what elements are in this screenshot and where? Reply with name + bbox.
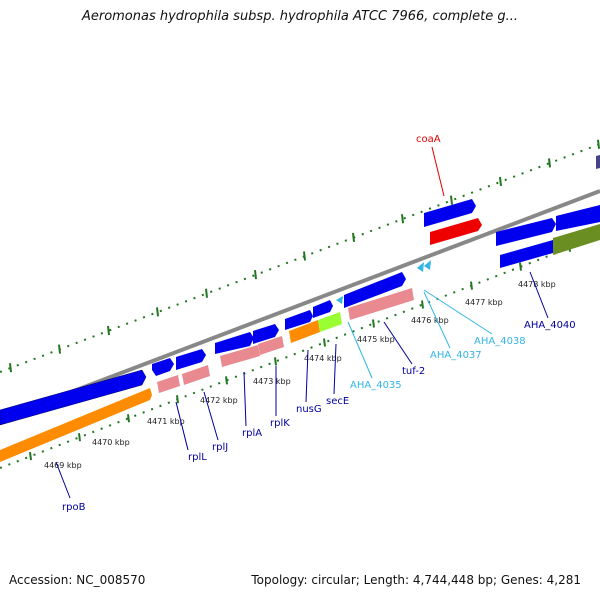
inner-tick	[421, 300, 424, 309]
outer-tick	[450, 195, 453, 205]
aha4040-cds-a[interactable]	[496, 218, 556, 246]
aha4040-label[interactable]: AHA_4040	[524, 320, 576, 331]
nusG-label[interactable]: nusG	[296, 404, 322, 415]
right-edge-cds[interactable]	[556, 205, 600, 231]
tuf2-cds[interactable]	[344, 272, 406, 308]
rplL-leader-line	[175, 401, 189, 451]
outer-tick	[352, 232, 355, 242]
inner-tick	[323, 338, 326, 347]
coaA-leader-line	[431, 146, 445, 197]
inner-tick	[225, 376, 228, 385]
inner-tick	[127, 414, 130, 423]
gene-label-leaders	[55, 146, 549, 499]
rplJ-leader-line	[203, 391, 219, 441]
inner-tick	[519, 262, 522, 271]
outer-tick	[303, 251, 306, 261]
outer-tick	[205, 288, 208, 298]
rplA-rna[interactable]	[220, 345, 260, 367]
rplL-rna[interactable]	[157, 375, 180, 393]
outer-tick	[156, 307, 159, 317]
secE-leader-line	[333, 343, 337, 395]
aha4040-leader-line	[529, 271, 549, 319]
tuf2-label[interactable]: tuf-2	[402, 366, 425, 377]
top-right-feature[interactable]	[596, 155, 600, 169]
map-title: Aeromonas hydrophila subsp. hydrophila A…	[81, 9, 519, 24]
inner-tick	[372, 319, 375, 328]
rplL-cds[interactable]	[152, 358, 174, 376]
secE-label[interactable]: secE	[326, 396, 349, 407]
outer-tick	[548, 158, 551, 168]
inner-tick	[176, 395, 179, 404]
secE-lime-feature[interactable]	[318, 312, 342, 332]
gene-labels: rpoB rplL rplJ rplA rplK nusG secEAHA_4035tuf-…	[62, 134, 576, 513]
tick-label: 4476 kbp	[411, 316, 449, 325]
aha4037-leader-line	[423, 291, 451, 349]
tick-label: 4473 kbp	[253, 377, 291, 386]
rplJ-rna[interactable]	[182, 365, 210, 385]
nusG-cds[interactable]	[285, 310, 313, 330]
rpoB-orange-feature[interactable]	[0, 388, 152, 462]
tick-label: 4475 kbp	[357, 335, 395, 344]
rplK-cds[interactable]	[253, 324, 279, 344]
tick-label: 4470 kbp	[92, 438, 130, 447]
upper-cds-track	[0, 155, 600, 426]
rplL-label[interactable]: rplL	[188, 452, 207, 463]
tick-label: 4477 kbp	[465, 298, 503, 307]
rpoB-leader-line	[55, 461, 71, 499]
tick-label: 4469 kbp	[44, 461, 82, 470]
rplA-leader-line	[243, 371, 247, 427]
tick-label: 4478 kbp	[518, 280, 556, 289]
aha4035-label[interactable]: AHA_4035	[350, 380, 402, 391]
rplA-cds[interactable]	[215, 332, 254, 354]
inner-tick	[470, 281, 473, 290]
rplA-label[interactable]: rplA	[242, 428, 262, 439]
inner-tick	[29, 452, 32, 461]
aha4037-label[interactable]: AHA_4037	[430, 350, 482, 361]
backbone-line	[0, 189, 600, 421]
secE-cds[interactable]	[313, 300, 333, 318]
outer-tick	[9, 363, 12, 373]
coaA-cds[interactable]	[424, 199, 476, 227]
outer-tick	[107, 325, 110, 336]
nusG-leader-line	[305, 349, 309, 403]
aha4037-marker[interactable]	[417, 262, 424, 272]
tick-labels: 4469 kbp 4470 kbp 4471 kbp 4472 kbp 4473 kbp…	[44, 280, 556, 470]
nusG-orange-feature[interactable]	[289, 320, 320, 343]
outer-tick	[499, 176, 502, 187]
aha4038-marker[interactable]	[424, 260, 431, 270]
aha4040-olive-feature[interactable]	[553, 224, 600, 255]
rplK-rna[interactable]	[258, 336, 284, 355]
outer-tick	[254, 269, 257, 280]
aha4035-marker[interactable]	[336, 296, 343, 304]
inner-tick	[78, 433, 81, 442]
aha4038-leader-line	[423, 289, 493, 335]
rplK-label[interactable]: rplK	[270, 418, 290, 429]
coaA-label[interactable]: coaA	[416, 134, 441, 145]
tick-label: 4471 kbp	[147, 417, 185, 426]
outer-tick	[58, 344, 61, 354]
aha4038-label[interactable]: AHA_4038	[474, 336, 526, 347]
outer-tick	[597, 139, 600, 149]
aha4040-cds-b[interactable]	[500, 240, 557, 268]
tuf2-rna[interactable]	[348, 288, 414, 320]
outer-tick	[401, 214, 404, 224]
coaA-red-feature[interactable]	[430, 218, 482, 245]
lower-feature-track	[0, 218, 600, 462]
rpoB-cds[interactable]	[0, 369, 147, 426]
rplJ-cds[interactable]	[176, 349, 206, 370]
accession-text: Accession: NC_008570	[9, 573, 146, 587]
tick-marks	[9, 139, 600, 461]
tick-label: 4472 kbp	[200, 396, 238, 405]
aha4035-leader-line	[347, 321, 373, 379]
inner-tick	[274, 357, 277, 366]
tuf2-leader-line	[383, 321, 413, 365]
genome-summary: Topology: circular; Length: 4,744,448 bp…	[251, 573, 581, 587]
rpoB-label[interactable]: rpoB	[62, 502, 86, 513]
rplJ-label[interactable]: rplJ	[212, 442, 228, 453]
inner-dotted-track	[0, 235, 600, 469]
tick-label: 4474 kbp	[304, 354, 342, 363]
